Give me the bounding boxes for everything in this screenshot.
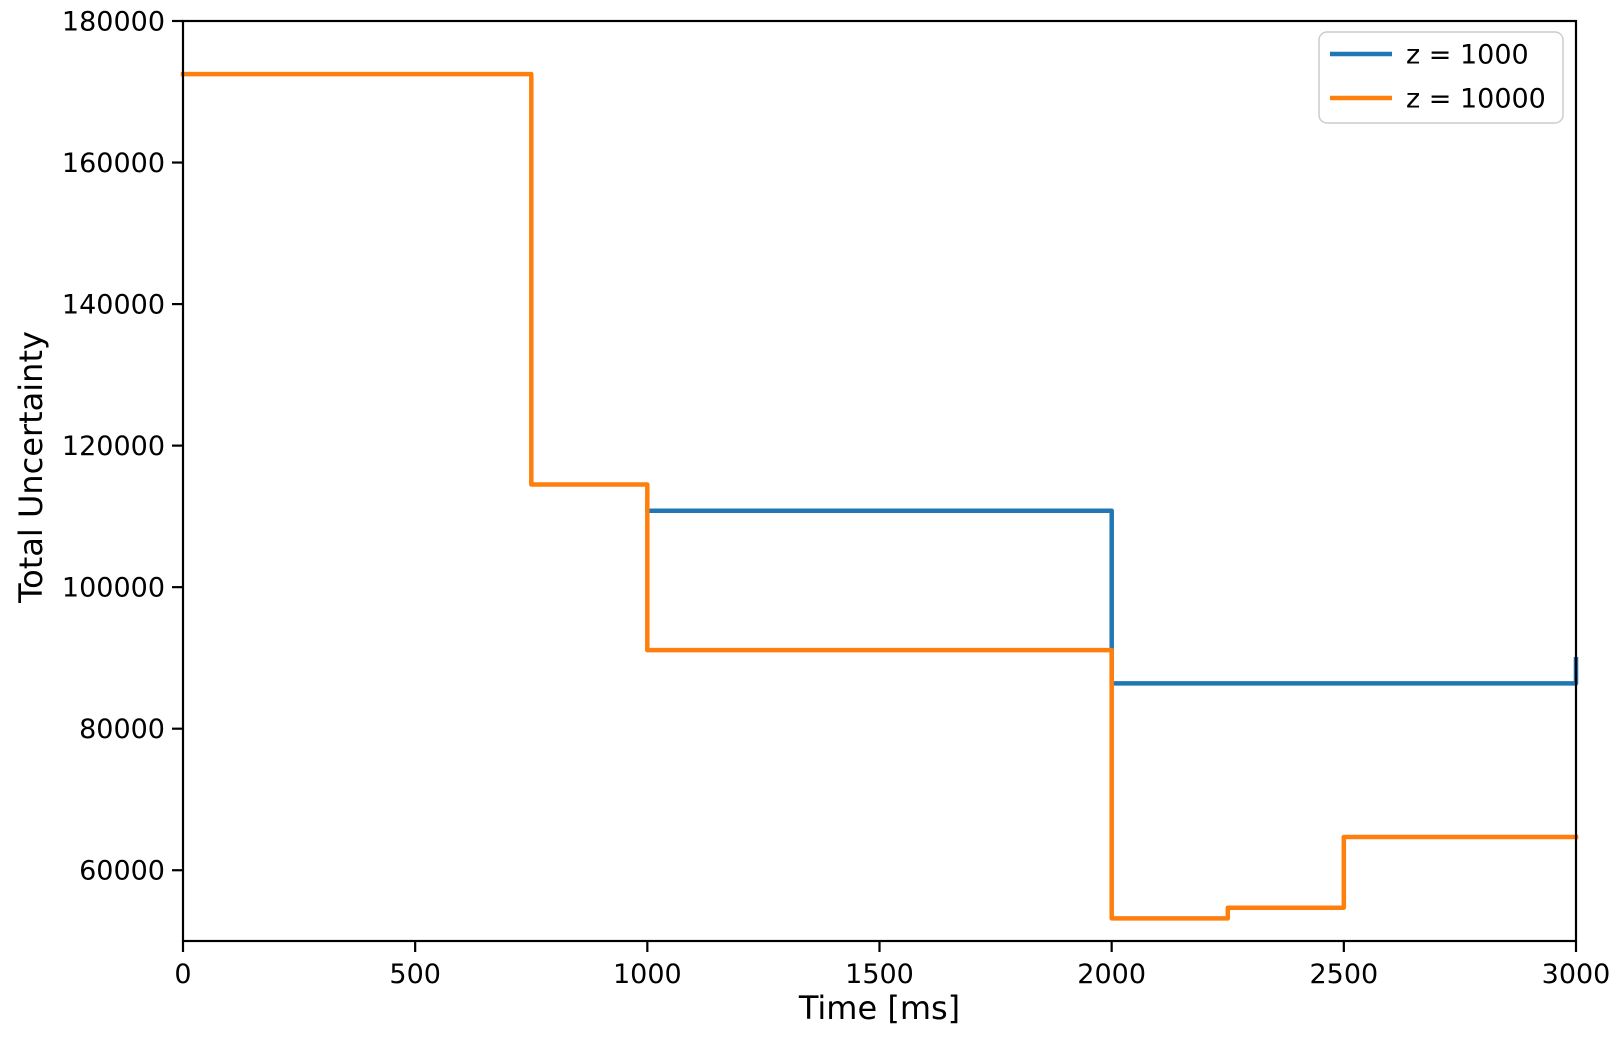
y-tick-label: 100000 <box>62 573 165 604</box>
y-tick-label: 120000 <box>62 431 165 462</box>
legend-label: z = 1000 <box>1406 40 1529 71</box>
x-tick-label: 500 <box>389 959 441 990</box>
y-tick-label: 160000 <box>62 148 165 179</box>
y-tick-label: 140000 <box>62 290 165 321</box>
x-tick-label: 3000 <box>1542 959 1611 990</box>
x-tick-label: 2500 <box>1309 959 1378 990</box>
x-tick-label: 2000 <box>1077 959 1146 990</box>
x-tick-label: 1000 <box>613 959 682 990</box>
series-line <box>180 71 1579 921</box>
x-tick-label: 1500 <box>845 959 914 990</box>
y-tick-label: 60000 <box>79 856 165 887</box>
legend-label: z = 10000 <box>1406 84 1546 115</box>
y-tick-label: 180000 <box>62 7 165 38</box>
y-axis-label: Total Uncertainty <box>12 331 50 604</box>
x-tick-label: 0 <box>174 959 191 990</box>
x-axis-label: Time [ms] <box>798 989 960 1027</box>
y-tick-label: 80000 <box>79 714 165 745</box>
axes-spines <box>181 19 1578 943</box>
